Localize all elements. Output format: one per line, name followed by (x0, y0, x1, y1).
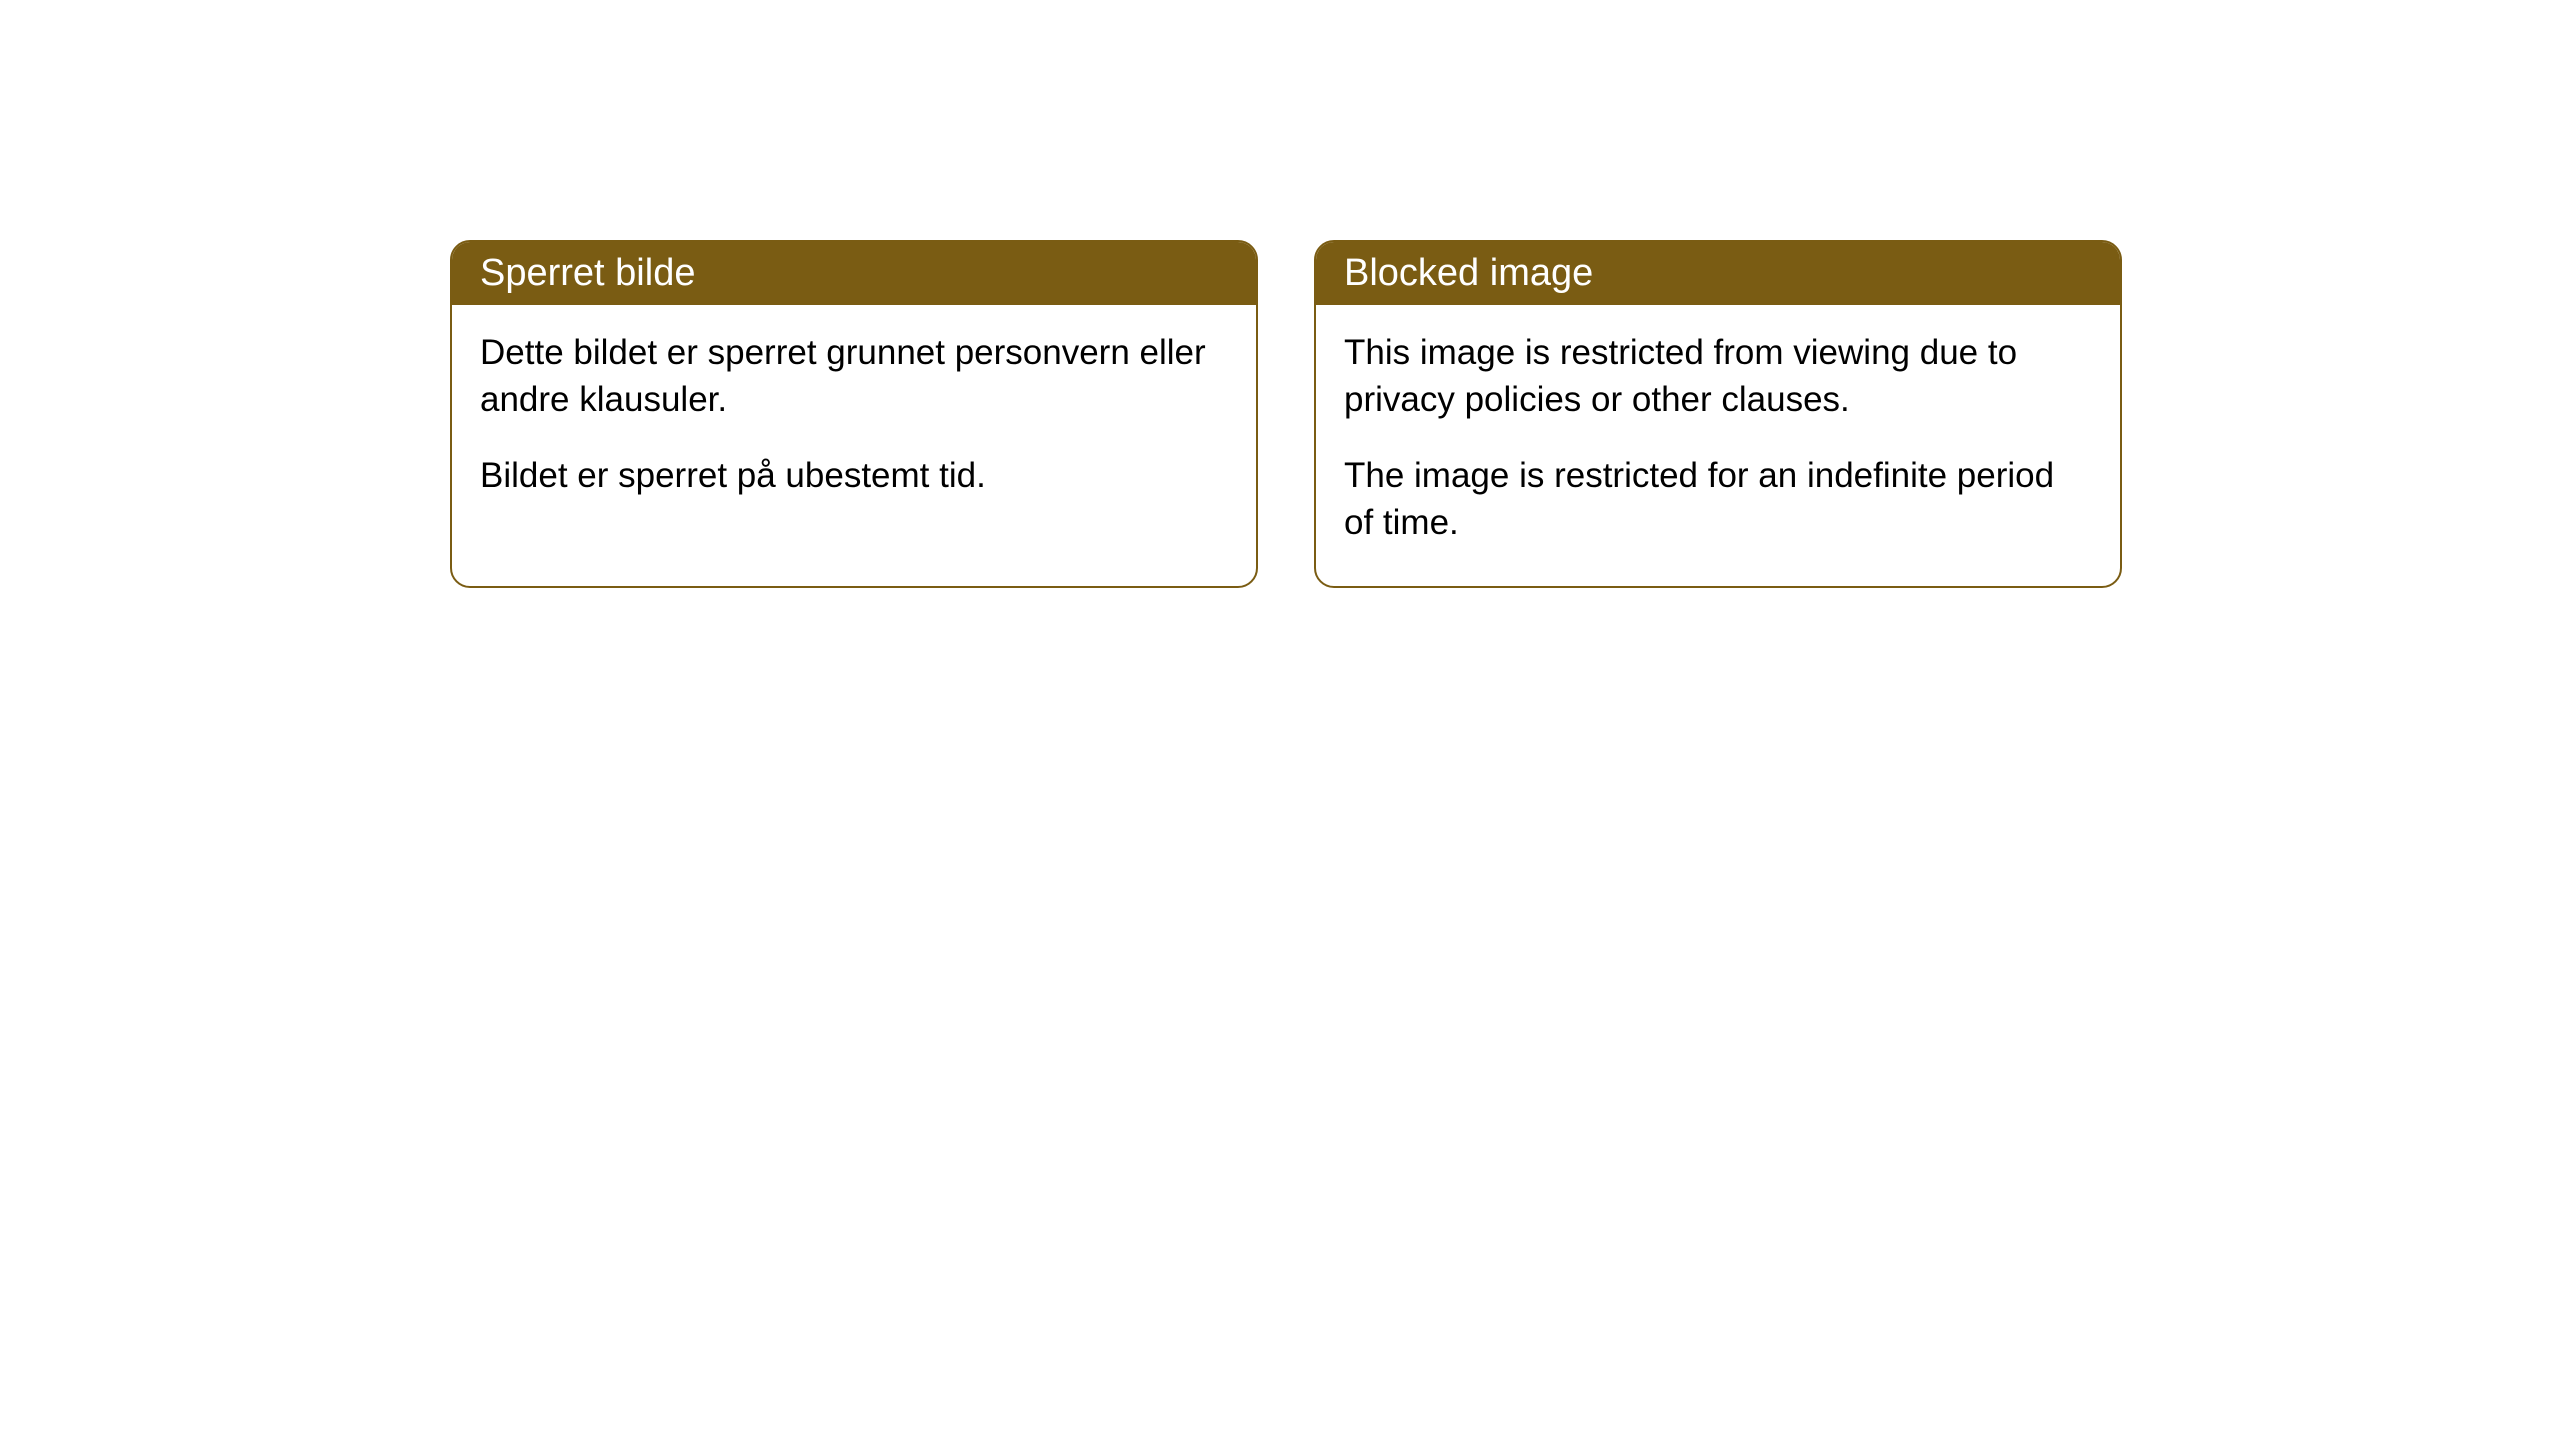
card-title: Blocked image (1344, 252, 1593, 294)
card-paragraph: Dette bildet er sperret grunnet personve… (480, 329, 1228, 424)
notice-card-norwegian: Sperret bilde Dette bildet er sperret gr… (450, 240, 1258, 588)
card-header: Blocked image (1316, 242, 2120, 305)
notice-card-english: Blocked image This image is restricted f… (1314, 240, 2122, 588)
card-paragraph: This image is restricted from viewing du… (1344, 329, 2092, 424)
card-body: This image is restricted from viewing du… (1316, 305, 2120, 586)
card-paragraph: The image is restricted for an indefinit… (1344, 452, 2092, 547)
card-body: Dette bildet er sperret grunnet personve… (452, 305, 1256, 539)
card-paragraph: Bildet er sperret på ubestemt tid. (480, 452, 1228, 499)
card-title: Sperret bilde (480, 252, 695, 294)
notice-cards-container: Sperret bilde Dette bildet er sperret gr… (450, 240, 2122, 588)
card-header: Sperret bilde (452, 242, 1256, 305)
